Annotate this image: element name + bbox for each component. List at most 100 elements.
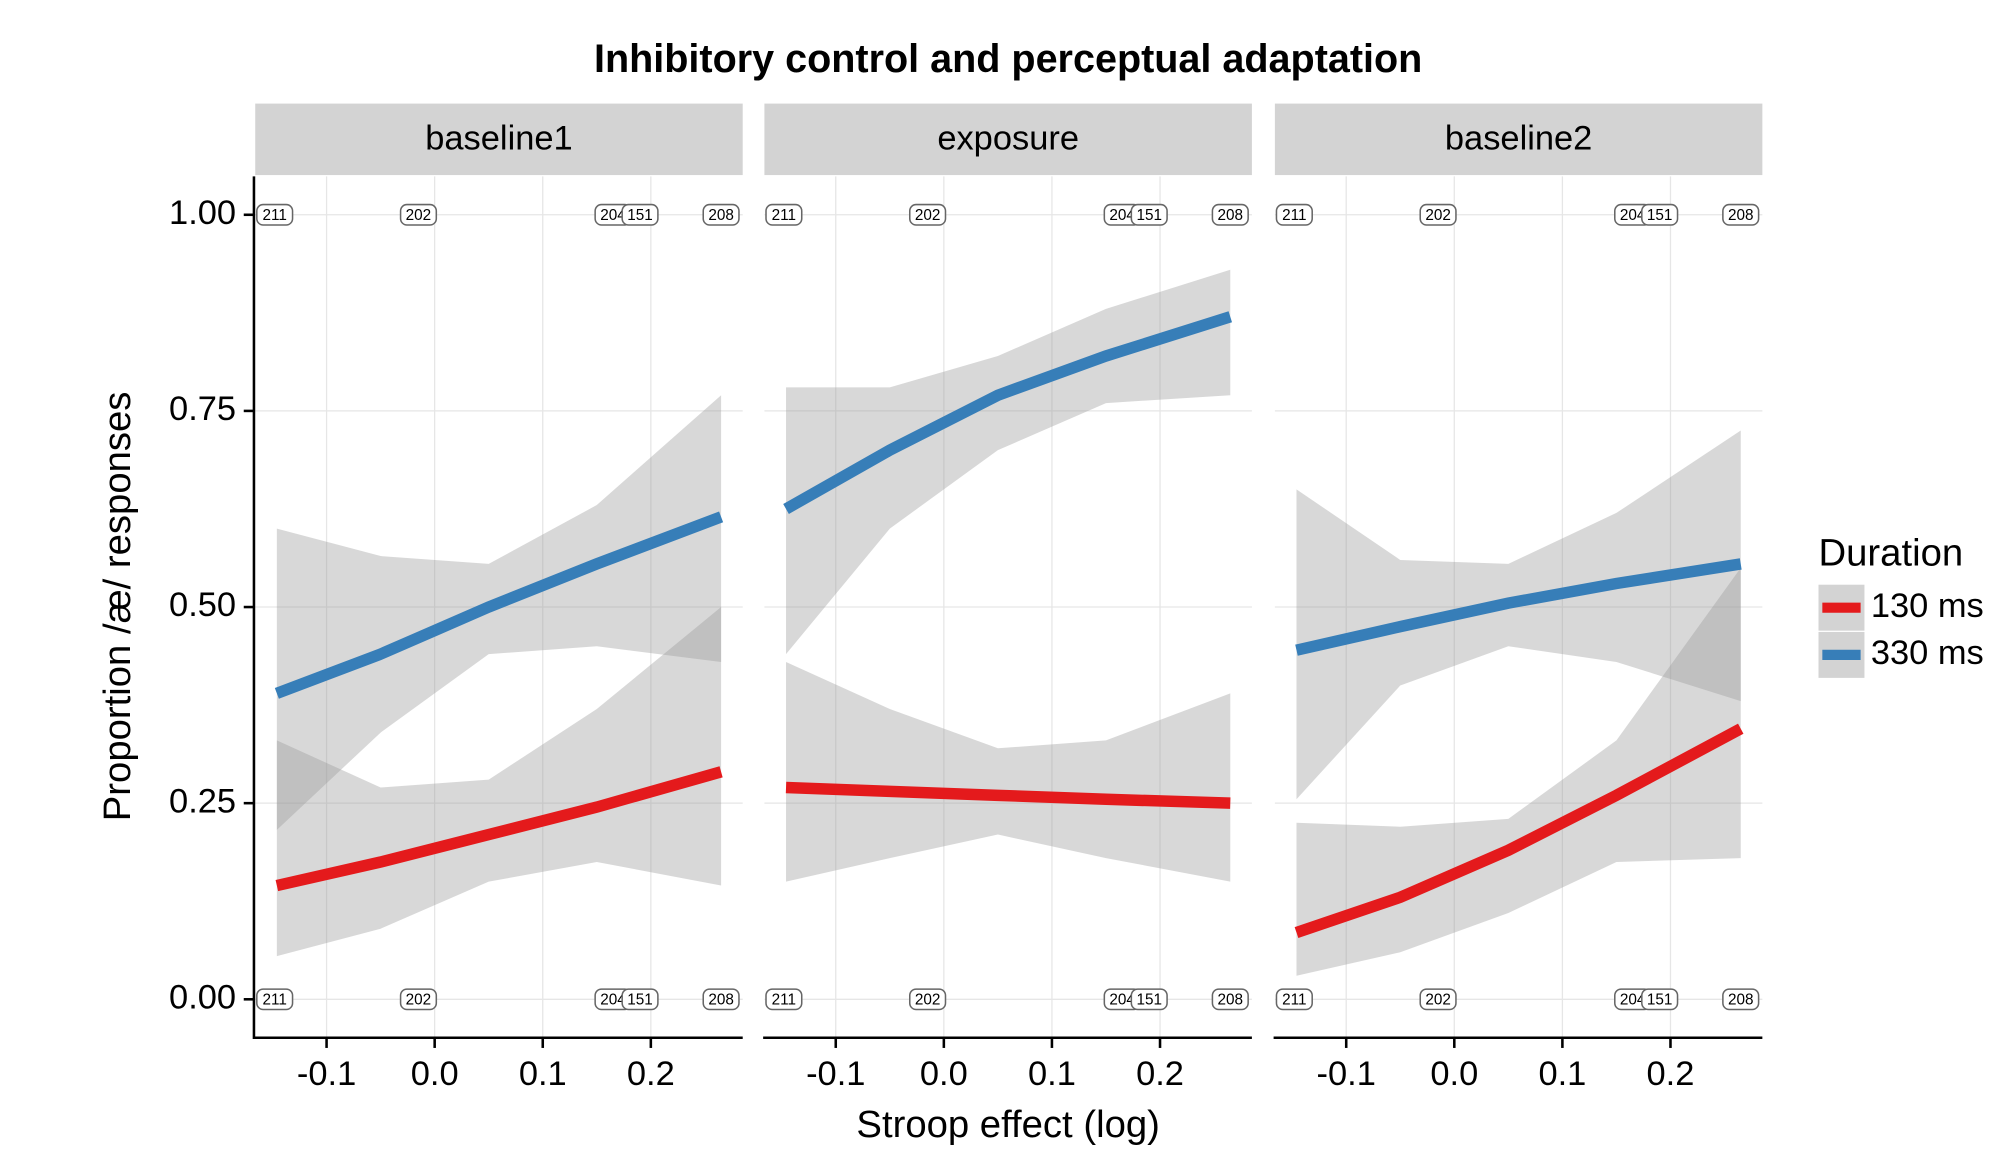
id-label: 202 xyxy=(1419,988,1457,1011)
fit-line xyxy=(785,781,1231,809)
id-label-box xyxy=(1419,988,1457,1011)
x-tick-label: -0.1 xyxy=(806,1055,865,1093)
x-tick-label: -0.1 xyxy=(297,1055,356,1093)
x-tick-label: 0.0 xyxy=(1430,1055,1478,1093)
id-label: 202 xyxy=(908,988,947,1011)
id-label-box xyxy=(1641,988,1679,1011)
id-label: 202 xyxy=(908,203,947,226)
facet-title: exposure xyxy=(937,120,1079,158)
id-label: 151 xyxy=(1130,988,1168,1011)
id-label: 202 xyxy=(399,988,438,1011)
y-tick-label: 0.00 xyxy=(169,978,236,1016)
id-label-text: 151 xyxy=(1647,992,1673,1009)
id-label-text: 202 xyxy=(915,207,941,224)
id-label-box xyxy=(621,988,659,1011)
x-tick-label: 0.1 xyxy=(1538,1055,1586,1093)
id-label-box xyxy=(765,988,803,1011)
id-label: 151 xyxy=(1641,203,1679,226)
id-label: 151 xyxy=(621,988,659,1011)
id-label-text: 211 xyxy=(262,992,286,1009)
id-label-text: 211 xyxy=(262,207,286,224)
id-label: 208 xyxy=(1211,988,1249,1011)
id-label: 211 xyxy=(256,203,294,226)
chart-title: Inhibitory control and perceptual adapta… xyxy=(594,37,1422,81)
y-tick-label: 1.00 xyxy=(169,194,236,232)
id-label: 208 xyxy=(1722,988,1760,1011)
fit-line xyxy=(1295,558,1742,656)
id-label: 202 xyxy=(399,203,438,226)
id-label-text: 151 xyxy=(1647,207,1673,224)
id-label-box xyxy=(702,203,740,226)
id-label-box xyxy=(702,988,740,1011)
id-label: 151 xyxy=(1641,988,1679,1011)
id-label: 211 xyxy=(256,988,294,1011)
fit-line xyxy=(1294,723,1744,939)
id-label-box xyxy=(908,988,947,1011)
id-label-box xyxy=(1722,203,1760,226)
id-label-box xyxy=(1722,988,1760,1011)
id-label-text: 208 xyxy=(708,992,734,1009)
id-label-text: 202 xyxy=(915,992,941,1009)
legend-label: 130 ms xyxy=(1871,587,1984,625)
id-label-text: 204 xyxy=(1109,992,1135,1009)
facet-strip xyxy=(1274,103,1763,176)
id-label-box xyxy=(1419,203,1457,226)
y-tick-label: 0.75 xyxy=(169,390,236,428)
confidence-band xyxy=(1296,567,1741,976)
id-label: 208 xyxy=(702,988,740,1011)
id-label-text: 151 xyxy=(1136,992,1162,1009)
id-label-text: 151 xyxy=(627,992,653,1009)
id-label-box xyxy=(1275,203,1313,226)
id-label-box xyxy=(621,203,659,226)
id-label-text: 204 xyxy=(600,207,626,224)
id-label-text: 211 xyxy=(772,992,796,1009)
id-label-text: 211 xyxy=(1282,992,1306,1009)
y-tick-label: 0.50 xyxy=(169,586,236,624)
id-label-text: 204 xyxy=(1109,207,1135,224)
id-label-box xyxy=(256,203,294,226)
confidence-band xyxy=(786,661,1231,882)
id-label-text: 204 xyxy=(1620,992,1646,1009)
x-tick-label: 0.1 xyxy=(1028,1055,1076,1093)
id-label-text: 208 xyxy=(1218,992,1244,1009)
legend-title: Duration xyxy=(1819,531,1964,574)
confidence-band xyxy=(786,269,1231,655)
confidence-band xyxy=(276,395,722,830)
id-label: 202 xyxy=(1419,203,1457,226)
legend-label: 330 ms xyxy=(1871,634,1984,672)
x-tick-label: 0.2 xyxy=(1136,1055,1184,1093)
id-label-box xyxy=(1275,988,1313,1011)
id-label: 208 xyxy=(702,203,740,226)
id-label: 211 xyxy=(765,203,803,226)
id-label: 208 xyxy=(1211,203,1249,226)
id-label-box xyxy=(256,988,294,1011)
x-tick-label: -0.1 xyxy=(1317,1055,1376,1093)
x-axis-label: Stroop effect (log) xyxy=(856,1103,1159,1146)
facet-strip xyxy=(255,103,743,176)
facet-strip xyxy=(764,103,1252,176)
id-label: 151 xyxy=(621,203,659,226)
id-label-box xyxy=(1641,203,1679,226)
id-label-text: 204 xyxy=(1620,207,1646,224)
id-label-text: 211 xyxy=(772,207,796,224)
id-label: 211 xyxy=(1275,203,1313,226)
id-label-text: 202 xyxy=(1425,207,1451,224)
id-label: 211 xyxy=(1275,988,1313,1011)
id-label-text: 211 xyxy=(1282,207,1306,224)
x-tick-label: 0.2 xyxy=(627,1055,675,1093)
confidence-band xyxy=(276,607,722,957)
id-label-text: 208 xyxy=(1728,992,1754,1009)
id-label-text: 151 xyxy=(627,207,653,224)
y-tick-label: 0.25 xyxy=(169,782,236,820)
id-label: 211 xyxy=(765,988,803,1011)
id-label-text: 202 xyxy=(406,992,432,1009)
fit-line xyxy=(783,311,1233,514)
id-label-text: 202 xyxy=(1425,992,1451,1009)
fit-line xyxy=(274,511,724,699)
id-label-text: 208 xyxy=(1218,207,1244,224)
id-label-box xyxy=(908,203,947,226)
id-label: 208 xyxy=(1722,203,1760,226)
id-label-text: 202 xyxy=(406,207,432,224)
